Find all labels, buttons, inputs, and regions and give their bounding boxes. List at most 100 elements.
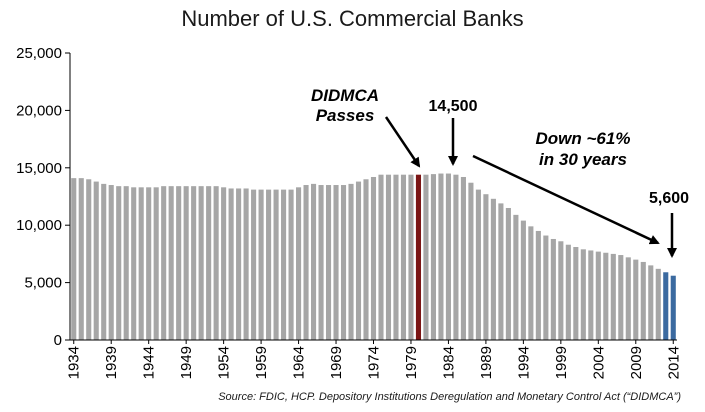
annotation-didmca-line2: Passes (316, 106, 375, 125)
x-tick-label: 1939 (103, 346, 120, 379)
bar-1950 (191, 186, 197, 340)
bar-1978 (400, 174, 407, 340)
annotation-didmca-line1: DIDMCA (311, 86, 379, 105)
x-tick-label: 2009 (628, 346, 645, 379)
bar-1957 (243, 188, 249, 340)
y-tick-label: 0 (54, 332, 62, 349)
bar-1966 (311, 183, 317, 340)
bar-1982 (430, 174, 436, 340)
bar-1990 (490, 198, 496, 340)
bar-2004 (595, 251, 601, 340)
x-tick-label: 1984 (440, 346, 457, 379)
bar-1946 (161, 186, 167, 340)
bar-1961 (273, 189, 279, 340)
x-tick-label: 1964 (291, 346, 308, 379)
y-tick-label: 25,000 (16, 45, 62, 62)
x-tick-label: 1999 (553, 346, 570, 379)
bar-1977 (393, 174, 399, 340)
bar-1942 (131, 187, 137, 340)
bar-1992 (505, 207, 511, 340)
bars-group (71, 173, 676, 340)
bar-1956 (236, 188, 242, 340)
bar-1983 (438, 173, 444, 340)
x-tick-label: 1979 (403, 346, 420, 379)
bar-1999 (558, 241, 564, 340)
bar-2014 (670, 275, 676, 340)
arrow-decline (472, 154, 660, 245)
bar-1945 (153, 187, 159, 340)
bar-2002 (580, 249, 586, 340)
bar-1991 (498, 203, 504, 340)
bar-1934 (71, 178, 77, 340)
bar-1994 (520, 220, 526, 340)
x-tick-label: 1989 (478, 346, 495, 379)
bar-1996 (535, 230, 541, 340)
x-tick-label: 2004 (590, 346, 607, 379)
bar-1948 (176, 186, 182, 340)
x-axis: 1934 1939 1944 1949 1954 1959 1964 1969 1974 1979… (66, 339, 682, 379)
bar-1962 (281, 189, 287, 340)
bar-1976 (385, 174, 392, 340)
bar-1964 (296, 187, 302, 340)
bar-2011 (648, 265, 654, 340)
bar-1980 (415, 174, 422, 340)
bar-1968 (325, 185, 332, 340)
annotation-end: 5,600 (649, 190, 689, 207)
x-tick-label: 2014 (665, 346, 682, 379)
y-axis: 0 5,000 10,000 15,000 20,000 25,000 (16, 45, 71, 349)
bar-1998 (550, 238, 556, 340)
bar-1960 (266, 189, 272, 340)
bar-1965 (303, 185, 309, 340)
bar-1955 (228, 188, 234, 340)
bar-1935 (78, 178, 84, 340)
bar-1967 (318, 185, 324, 340)
x-tick-label: 1959 (253, 346, 270, 379)
bar-1947 (168, 186, 174, 340)
bar-2007 (618, 255, 624, 340)
bar-1995 (528, 226, 534, 340)
x-tick-label: 1954 (216, 346, 233, 379)
bar-2005 (603, 252, 609, 340)
bar-1941 (123, 186, 129, 340)
x-tick-label: 1994 (515, 346, 532, 379)
annotation-down-line1: Down ~61% (536, 129, 631, 148)
bar-2009 (633, 259, 639, 340)
bar-1993 (513, 214, 519, 340)
x-tick-label: 1934 (66, 346, 83, 379)
bar-1938 (101, 183, 107, 340)
bar-1953 (213, 186, 219, 340)
annotation-down-line2: in 30 years (539, 150, 627, 169)
chart-title: Number of U.S. Commercial Banks (181, 6, 524, 31)
bar-1988 (475, 189, 481, 340)
bar-2008 (625, 257, 631, 340)
bar-1936 (86, 179, 92, 340)
bar-2000 (565, 244, 571, 340)
y-tick-label: 20,000 (16, 102, 62, 119)
bar-1987 (468, 182, 474, 340)
source-note: Source: FDIC, HCP. Depository Institutio… (218, 391, 681, 403)
bar-1971 (348, 183, 354, 340)
bar-1958 (251, 189, 257, 340)
bar-1979 (408, 174, 414, 340)
bar-1944 (146, 187, 152, 340)
bar-2003 (588, 250, 594, 340)
x-tick-label: 1949 (178, 346, 195, 379)
y-tick-label: 5,000 (24, 275, 62, 292)
bar-1986 (460, 176, 466, 340)
bar-1940 (116, 186, 122, 340)
bar-1943 (138, 187, 144, 340)
bar-1989 (483, 194, 489, 340)
bar-1951 (198, 186, 204, 340)
x-tick-label: 1974 (366, 346, 383, 379)
bar-1954 (221, 187, 227, 340)
bar-1975 (378, 174, 384, 340)
bar-1974 (370, 176, 377, 340)
arrow-didmca (384, 116, 421, 168)
bar-1997 (543, 235, 549, 340)
bar-2006 (610, 253, 616, 340)
x-tick-label: 1944 (141, 346, 158, 379)
annotation-peak: 14,500 (429, 98, 478, 115)
bar-1985 (453, 174, 459, 340)
bar-1970 (340, 185, 347, 340)
